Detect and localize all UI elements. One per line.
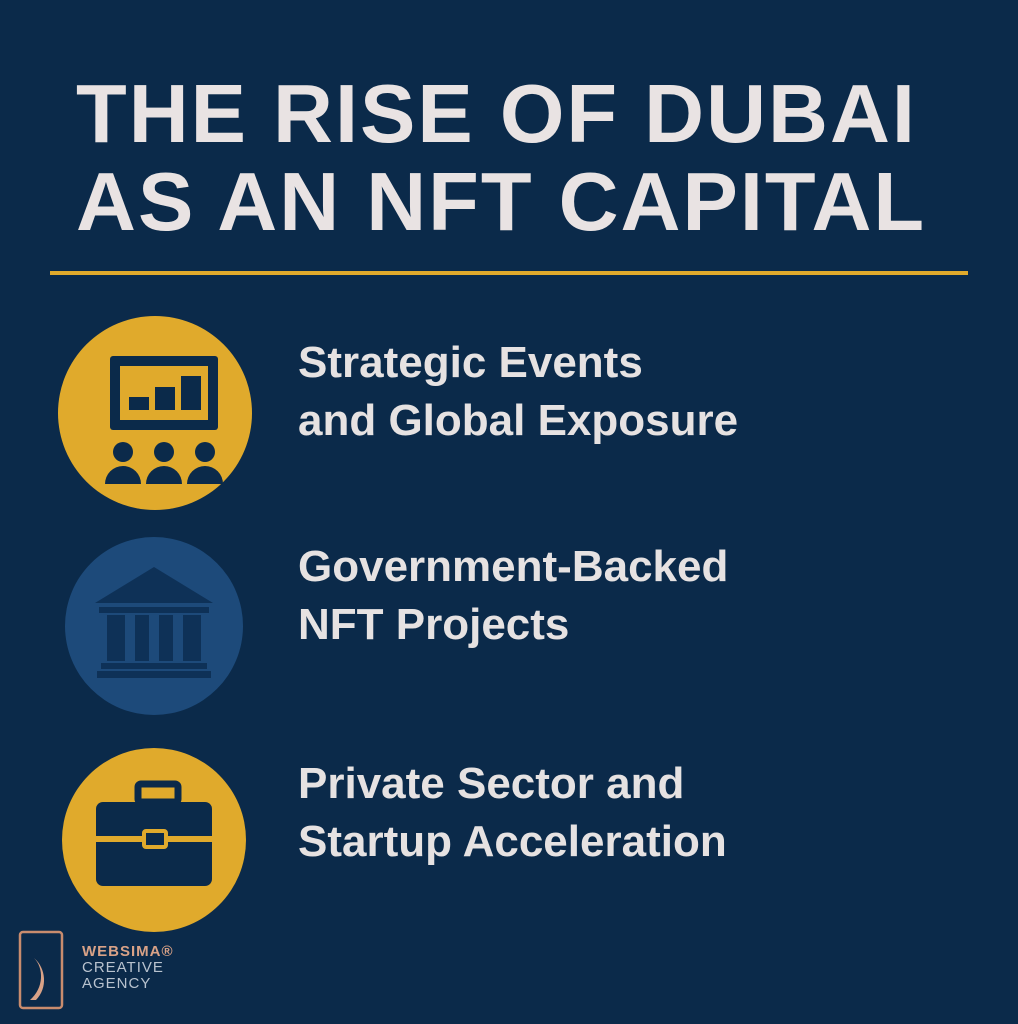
websima-logo — [18, 930, 64, 1015]
briefcase-icon — [62, 748, 246, 932]
title-divider — [50, 271, 968, 275]
government-building-icon — [65, 537, 243, 715]
item-title-line: Government-Backed — [298, 542, 729, 591]
page-title: THE RISE OF DUBAI AS AN NFT CAPITAL — [76, 70, 926, 246]
item-title-line: NFT Projects — [298, 600, 570, 649]
item-government-projects: Government-Backed NFT Projects — [298, 538, 728, 654]
item-private-sector: Private Sector and Startup Acceleration — [298, 755, 727, 871]
title-line-2: AS AN NFT CAPITAL — [76, 155, 927, 248]
title-line-1: THE RISE OF DUBAI — [76, 67, 917, 160]
brand-text: WEBSIMA® CREATIVE AGENCY — [82, 944, 174, 992]
brand-tagline: AGENCY — [82, 975, 152, 992]
item-title-line: Private Sector and — [298, 759, 685, 808]
presentation-audience-icon — [58, 316, 252, 510]
item-strategic-events: Strategic Events and Global Exposure — [298, 334, 738, 450]
brand-tagline: CREATIVE — [82, 959, 164, 976]
brand-name: WEBSIMA® — [82, 943, 174, 960]
item-title-line: Strategic Events — [298, 338, 643, 387]
item-title-line: Startup Acceleration — [298, 817, 727, 866]
item-title-line: and Global Exposure — [298, 396, 739, 445]
